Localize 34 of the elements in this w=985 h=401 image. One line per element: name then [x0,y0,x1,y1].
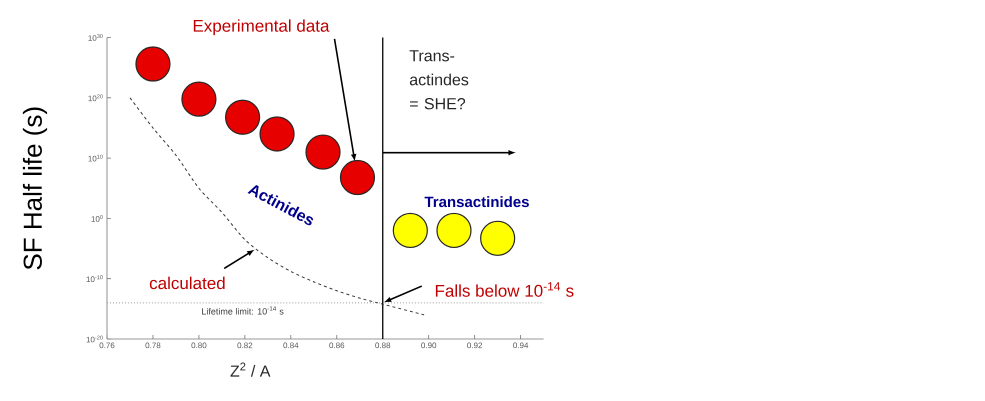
x-axis-title: Z$^{2}$ / A [230,362,270,377]
point [392,212,428,248]
x-tick-label: 0.86 [329,342,344,348]
series-label: Transactinides [424,196,529,208]
point [259,116,295,152]
x-tick-label: 0.80 [191,342,206,348]
x-tick-label: 0.78 [145,342,160,348]
y-tick-label: 10$^{-10}$ [86,275,103,282]
annotation: Trans-actindes = SHE? [410,50,468,110]
x-tick-label: 0.94 [513,342,528,348]
x-tick-label: 0.90 [421,342,436,348]
point [436,212,472,248]
x-tick-label: 0.76 [100,342,114,348]
point [305,134,341,170]
x-tick-label: 0.92 [467,342,482,348]
x-tick-label: 0.82 [237,342,252,348]
y-tick-label: 10$^{0}$ [92,215,103,222]
point [135,46,171,82]
point [340,160,376,196]
y-tick-label: 10$^{30}$ [88,34,103,41]
y-axis-title: SF Half life (s) [22,108,48,270]
point [181,82,217,117]
y-tick-label: 10$^{10}$ [88,154,103,162]
y-tick-label: 10$^{20}$ [88,94,103,102]
point [224,100,260,135]
text: Experimental data [194,19,330,36]
annotation: Lifetime limit: 10$^{-14}$ s [202,306,284,315]
annotation: Falls below 10$^{-14}$ s [436,282,574,297]
line-series [129,97,425,316]
x-tick-label: 0.84 [283,342,298,348]
x-tick-label: 0.88 [375,342,390,348]
annotation: calculated [150,276,225,290]
y-tick-label: 10$^{-20}$ [86,336,103,342]
point [480,220,516,256]
